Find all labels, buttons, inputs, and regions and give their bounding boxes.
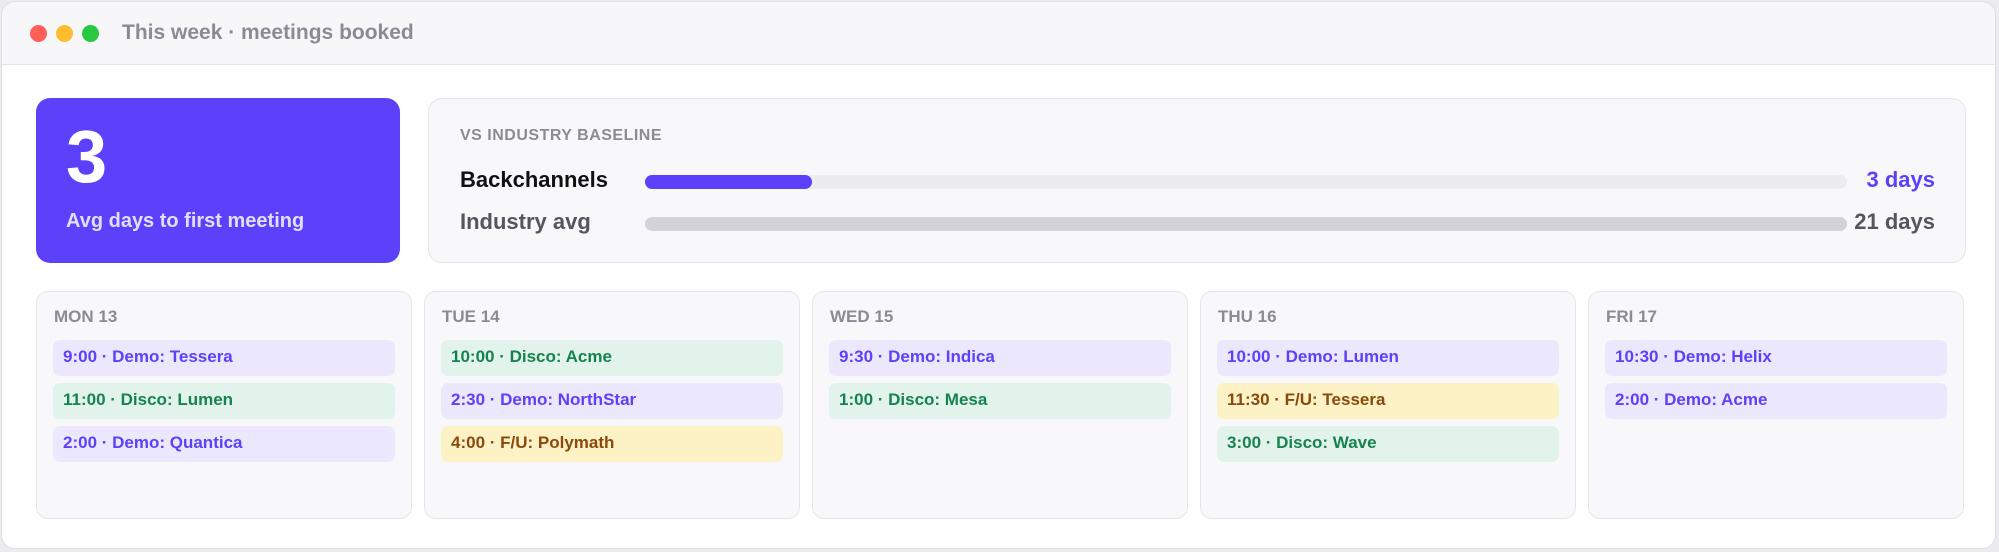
- title-bar: This week · meetings booked: [2, 2, 1995, 65]
- day-header: TUE 14: [442, 307, 500, 326]
- day-events: 10:00 · Disco: Acme 2:30 · Demo: NorthSta…: [441, 340, 783, 469]
- day-column-wed: WED 15 9:30 · Demo: Indica 1:00 · Disco: …: [812, 291, 1188, 519]
- baseline-row-label: Industry avg: [460, 209, 591, 234]
- baseline-row-industry-avg: Industry avg 21 days: [460, 207, 1935, 237]
- baseline-row-label: Backchannels: [460, 167, 608, 192]
- meeting-event-demo[interactable]: 9:00 · Demo: Tessera: [53, 340, 395, 376]
- meeting-event-demo[interactable]: 2:00 · Demo: Quantica: [53, 426, 395, 462]
- day-events: 10:30 · Demo: Helix 2:00 · Demo: Acme: [1605, 340, 1947, 426]
- baseline-bar-track: [645, 217, 1847, 231]
- avg-days-stat-card: 3 Avg days to first meeting: [36, 98, 400, 263]
- minimize-window-button[interactable]: [56, 25, 73, 42]
- maximize-window-button[interactable]: [82, 25, 99, 42]
- week-calendar: MON 13 9:00 · Demo: Tessera 11:00 · Disco…: [36, 291, 1966, 519]
- baseline-bar-fill: [645, 175, 813, 189]
- meeting-event-disco[interactable]: 1:00 · Disco: Mesa: [829, 383, 1171, 419]
- baseline-row-value: 3 days: [1866, 167, 1936, 192]
- day-column-tue: TUE 14 10:00 · Disco: Acme 2:30 · Demo: N…: [424, 291, 800, 519]
- baseline-title: VS INDUSTRY BASELINE: [460, 127, 663, 144]
- meeting-event-fu[interactable]: 4:00 · F/U: Polymath: [441, 426, 783, 462]
- day-column-mon: MON 13 9:00 · Demo: Tessera 11:00 · Disco…: [36, 291, 412, 519]
- baseline-row-backchannels: Backchannels 3 days: [460, 165, 1935, 195]
- meeting-event-demo[interactable]: 10:00 · Demo: Lumen: [1217, 340, 1559, 376]
- day-events: 9:30 · Demo: Indica 1:00 · Disco: Mesa: [829, 340, 1171, 426]
- baseline-bar-fill: [645, 217, 1847, 231]
- day-column-thu: THU 16 10:00 · Demo: Lumen 11:30 · F/U: T…: [1200, 291, 1576, 519]
- stat-label: Avg days to first meeting: [66, 210, 305, 232]
- baseline-row-value: 21 days: [1854, 209, 1935, 234]
- day-header: FRI 17: [1606, 307, 1658, 326]
- meeting-event-demo[interactable]: 9:30 · Demo: Indica: [829, 340, 1171, 376]
- baseline-bar-track: [645, 175, 1847, 189]
- day-events: 9:00 · Demo: Tessera 11:00 · Disco: Lumen…: [53, 340, 395, 469]
- day-events: 10:00 · Demo: Lumen 11:30 · F/U: Tessera 3…: [1217, 340, 1559, 469]
- day-header: THU 16: [1218, 307, 1277, 326]
- meeting-event-disco[interactable]: 11:00 · Disco: Lumen: [53, 383, 395, 419]
- meeting-event-disco[interactable]: 3:00 · Disco: Wave: [1217, 426, 1559, 462]
- meeting-event-demo[interactable]: 2:30 · Demo: NorthStar: [441, 383, 783, 419]
- meeting-event-demo[interactable]: 2:00 · Demo: Acme: [1605, 383, 1947, 419]
- meeting-event-demo[interactable]: 10:30 · Demo: Helix: [1605, 340, 1947, 376]
- close-window-button[interactable]: [30, 25, 47, 42]
- meeting-event-disco[interactable]: 10:00 · Disco: Acme: [441, 340, 783, 376]
- industry-baseline-card: VS INDUSTRY BASELINE Backchannels 3 days…: [428, 98, 1966, 263]
- day-header: WED 15: [830, 307, 894, 326]
- stat-value: 3: [66, 115, 108, 198]
- meeting-event-fu[interactable]: 11:30 · F/U: Tessera: [1217, 383, 1559, 419]
- window-title: This week · meetings booked: [122, 21, 414, 44]
- day-column-fri: FRI 17 10:30 · Demo: Helix 2:00 · Demo: A…: [1588, 291, 1964, 519]
- day-header: MON 13: [54, 307, 118, 326]
